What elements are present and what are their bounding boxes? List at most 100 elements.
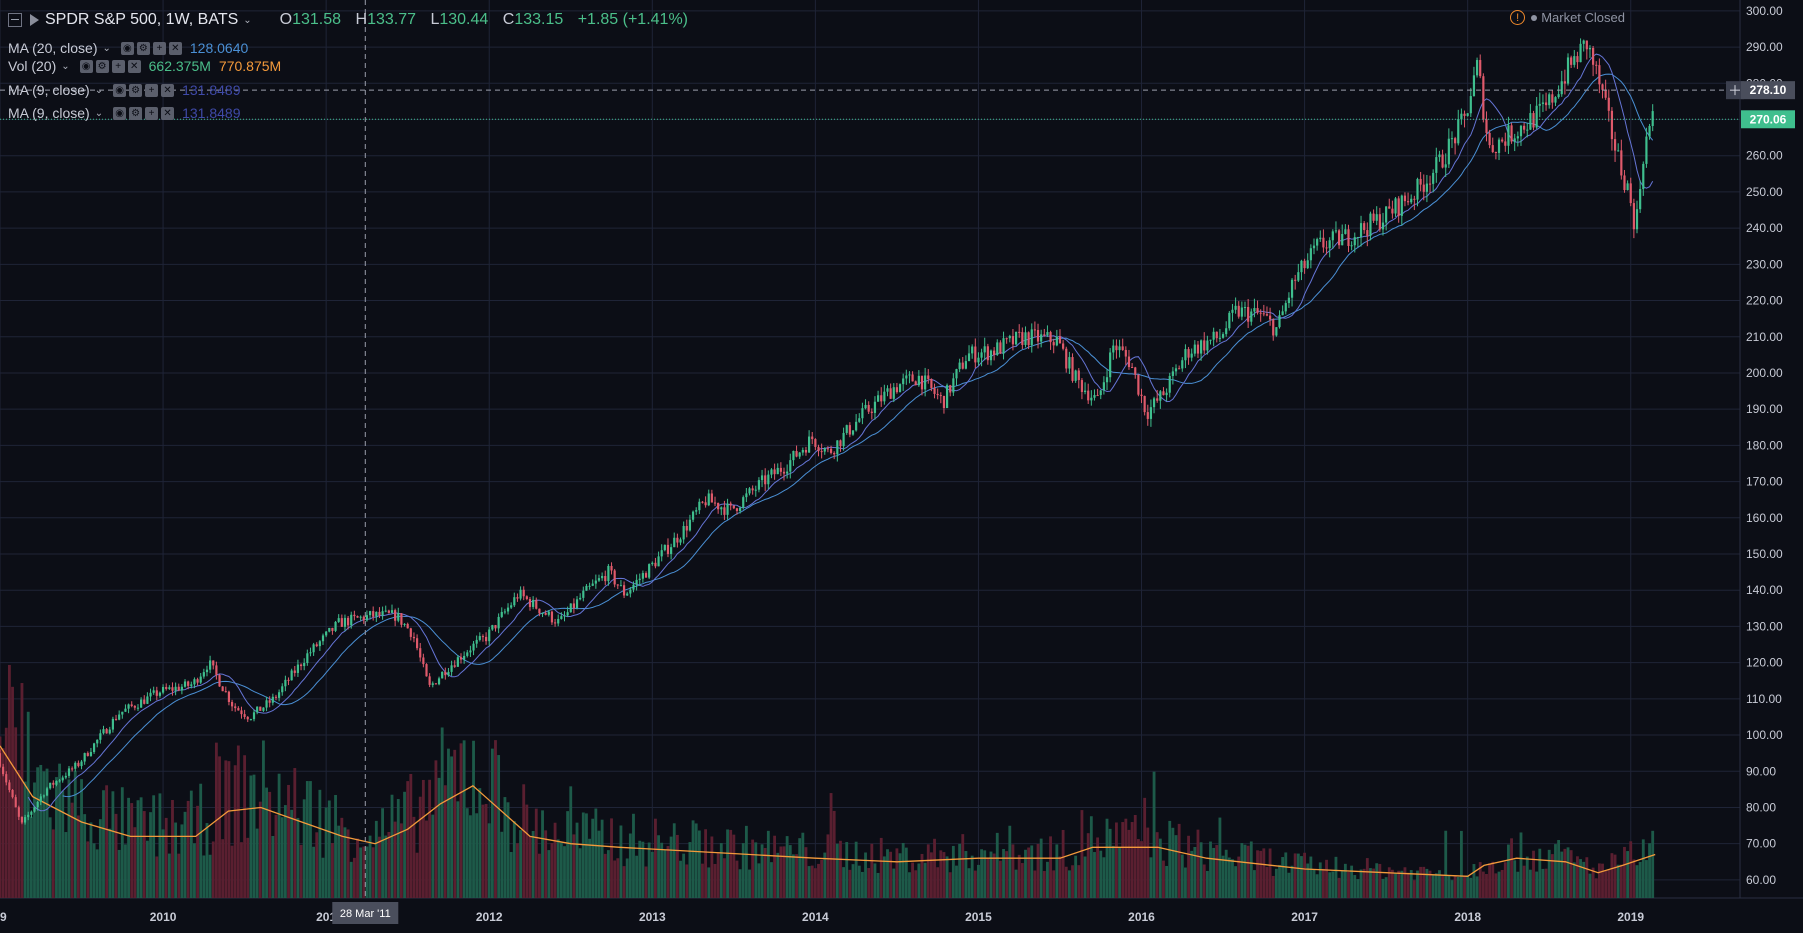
volume-bar	[1174, 835, 1178, 898]
chevron-down-icon[interactable]: ⌄	[94, 84, 104, 96]
volume-bar	[1271, 875, 1275, 898]
volume-bar	[1412, 880, 1416, 898]
candle-body	[632, 584, 635, 590]
eye-icon[interactable]: ◉	[113, 106, 127, 120]
candle-body	[378, 611, 381, 616]
indicator-name[interactable]: Vol (20)	[8, 58, 57, 74]
volume-bar	[798, 838, 802, 898]
y-tick-label: 260.00	[1746, 149, 1783, 163]
volume-bar	[1576, 856, 1579, 898]
candle-body	[390, 610, 394, 613]
candle-body	[1256, 308, 1259, 313]
candle-body	[801, 449, 804, 453]
candle-body	[331, 627, 334, 631]
candle-body	[406, 623, 409, 629]
volume-bar	[741, 843, 745, 898]
volume-bar	[1046, 861, 1049, 898]
volume-bar	[537, 853, 541, 898]
plus-icon[interactable]: +	[152, 41, 166, 55]
gear-icon[interactable]: ⚙	[136, 41, 150, 55]
candle-body	[742, 497, 745, 508]
indicator-name[interactable]: MA (9, close)	[8, 105, 90, 121]
collapse-icon[interactable]	[8, 13, 22, 27]
volume-bar	[255, 828, 259, 898]
eye-icon[interactable]: ◉	[113, 83, 127, 97]
volume-bar	[340, 817, 344, 898]
volume-bar	[820, 859, 824, 898]
volume-bar	[512, 821, 516, 898]
candle-body	[77, 762, 80, 767]
candle-body	[1265, 314, 1269, 316]
gear-icon[interactable]: ⚙	[129, 83, 143, 97]
volume-bar	[0, 736, 2, 898]
volume-bar	[1438, 870, 1441, 898]
volume-bar	[1510, 838, 1513, 898]
volume-bar	[1453, 875, 1457, 898]
candle-body	[572, 603, 575, 609]
volume-bar	[1042, 871, 1046, 898]
eye-icon[interactable]: ◉	[79, 59, 93, 73]
volume-bar	[1086, 833, 1090, 898]
indicator-ma20[interactable]: MA (20, close) ⌄ ◉ ⚙ + ✕ 128.0640	[8, 38, 248, 58]
symbol-title[interactable]: SPDR S&P 500, 1W, BATS	[45, 11, 239, 28]
candle-body	[1551, 94, 1554, 103]
volume-bar	[1331, 871, 1335, 898]
candle-body	[1554, 97, 1557, 103]
indicator-vol[interactable]: Vol (20) ⌄ ◉ ⚙ + ✕ 662.375M 770.875M	[8, 56, 281, 76]
volume-bar	[409, 773, 413, 898]
candle-body	[1309, 248, 1312, 261]
indicator-ma9-a[interactable]: MA (9, close) ⌄ ◉ ⚙ + ✕ 131.8489	[8, 80, 241, 100]
volume-bar	[305, 781, 309, 898]
candle-body	[1331, 231, 1334, 241]
close-icon[interactable]: ✕	[161, 83, 175, 97]
x-tick-label: 2013	[639, 910, 666, 924]
volume-bar	[1218, 817, 1222, 898]
eye-icon[interactable]: ◉	[120, 41, 134, 55]
alert-icon[interactable]: !	[1510, 10, 1526, 25]
chevron-down-icon[interactable]: ⌄	[94, 107, 104, 119]
candle-body	[1585, 40, 1588, 50]
plus-icon[interactable]: +	[111, 59, 125, 73]
volume-ma-line	[0, 745, 1656, 877]
plus-icon[interactable]: +	[145, 106, 159, 120]
candle-body	[1626, 183, 1629, 191]
candle-body	[748, 488, 751, 494]
candle-body	[1168, 376, 1171, 393]
candle-body	[33, 807, 36, 812]
indicator-name[interactable]: MA (9, close)	[8, 82, 90, 98]
plus-icon[interactable]: +	[145, 83, 159, 97]
candle-body	[641, 573, 644, 579]
indicator-ma9-b[interactable]: MA (9, close) ⌄ ◉ ⚙ + ✕ 131.8489	[8, 103, 241, 123]
indicator-value: 131.8489	[182, 105, 241, 121]
volume-bar	[1149, 857, 1153, 898]
chevron-down-icon[interactable]: ⌄	[243, 14, 252, 26]
close-icon[interactable]: ✕	[161, 106, 175, 120]
candle-body	[851, 430, 855, 435]
candle-body	[1635, 209, 1639, 230]
flag-icon[interactable]	[30, 14, 39, 26]
candle-body	[1011, 336, 1015, 345]
candle-body	[1544, 102, 1548, 106]
volume-bar	[1234, 866, 1238, 898]
candle-body	[309, 652, 312, 654]
volume-bar	[867, 868, 871, 898]
gear-icon[interactable]: ⚙	[129, 106, 143, 120]
close-icon[interactable]: ✕	[127, 59, 141, 73]
candle-body	[1284, 303, 1287, 312]
close-icon[interactable]: ✕	[168, 41, 182, 55]
gear-icon[interactable]: ⚙	[95, 59, 109, 73]
volume-bar	[911, 862, 914, 898]
candle-body	[1159, 391, 1162, 401]
candle-body	[1475, 60, 1479, 76]
volume-bar	[83, 814, 87, 898]
candle-body	[1093, 395, 1096, 398]
volume-bar	[948, 872, 952, 898]
chevron-down-icon[interactable]: ⌄	[61, 60, 70, 72]
volume-bar	[531, 830, 535, 898]
chevron-down-icon[interactable]: ⌄	[102, 42, 111, 54]
volume-bar	[29, 816, 33, 898]
candle-body	[1620, 150, 1623, 176]
volume-bar	[1312, 869, 1316, 898]
indicator-name[interactable]: MA (20, close)	[8, 40, 98, 56]
